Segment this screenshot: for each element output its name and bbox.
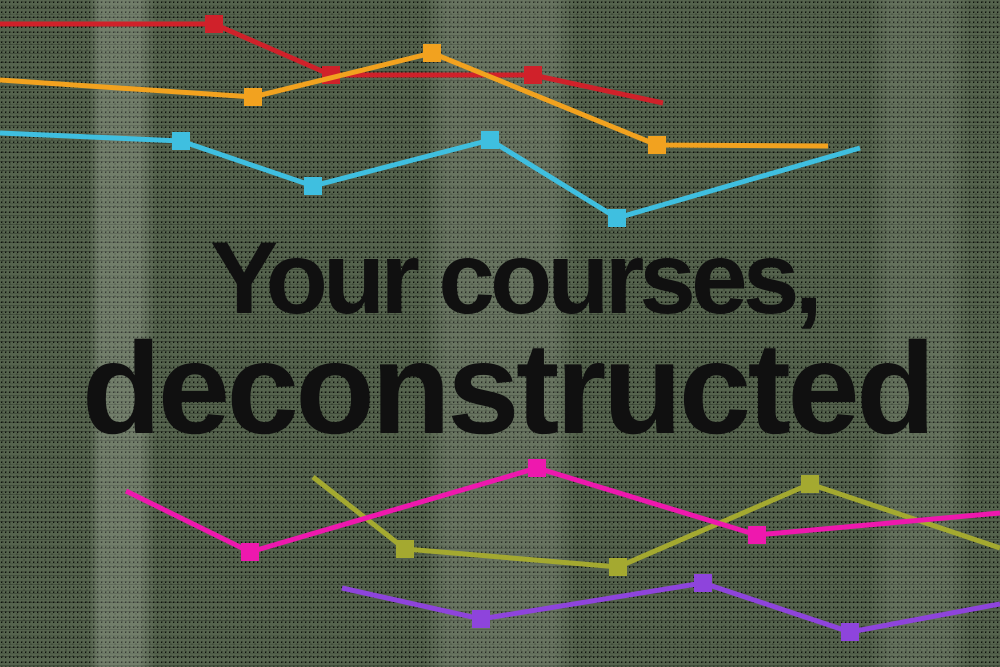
series-orange-line [0,50,829,149]
series-purple [341,574,1000,641]
series-red-marker [524,66,542,84]
series-cyan-marker [304,177,322,195]
series-cyan-marker [608,209,626,227]
series-olive-marker [801,475,819,493]
series-olive [311,475,1000,576]
series-magenta-line [124,465,1000,555]
series-orange-marker [423,44,441,62]
series-cyan-line [0,130,861,221]
series-olive-marker [609,558,627,576]
series-purple-line [341,580,1000,635]
series-purple-marker [841,623,859,641]
series-purple-marker [472,610,490,628]
series-purple-marker [694,574,712,592]
series-cyan [0,130,861,227]
series-red-line [0,21,664,106]
title-line-1: Your courses, [210,221,823,335]
series-magenta-marker [748,526,766,544]
series-orange [0,44,829,154]
series-orange-marker [648,136,666,154]
series-cyan-marker [481,131,499,149]
series-orange-marker [244,88,262,106]
series-cyan-marker [172,132,190,150]
series-olive-marker [396,540,414,558]
series-red [0,15,664,106]
title-line-2: deconstructed [81,315,936,461]
series-magenta-marker [241,543,259,561]
series-magenta-marker [528,459,546,477]
series-red-marker [205,15,223,33]
series-magenta [124,459,1000,561]
